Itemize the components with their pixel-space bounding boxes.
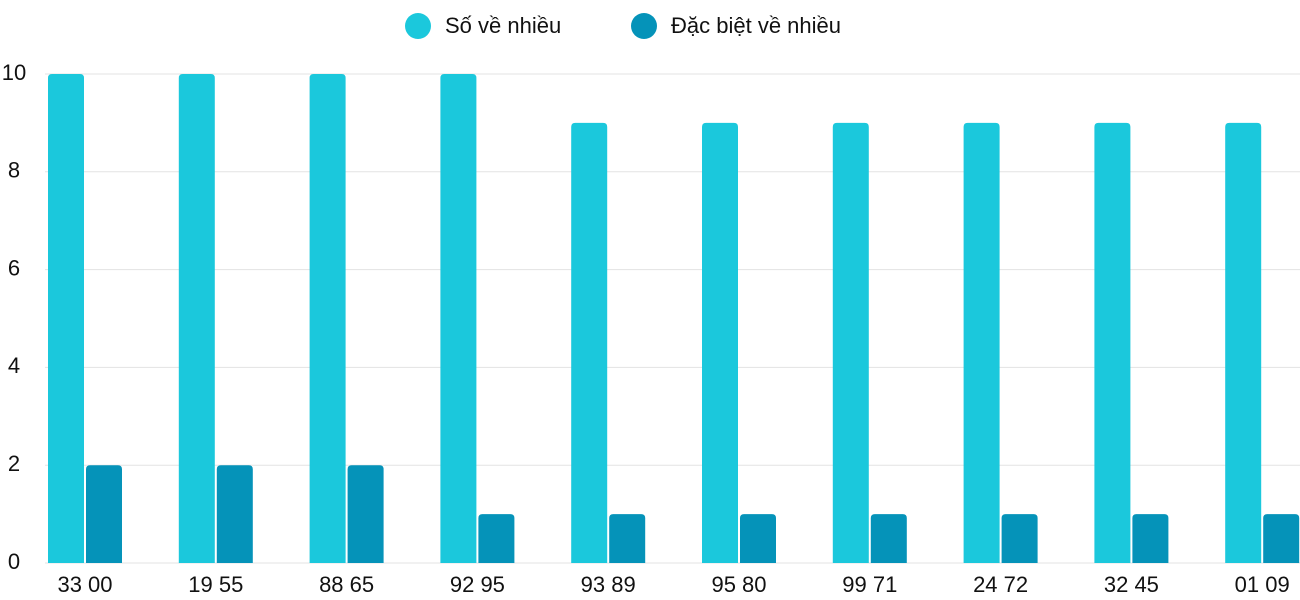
legend-label: Số về nhiều <box>445 13 561 38</box>
bar <box>571 122 608 564</box>
x-tick-label: 99 71 <box>842 572 897 597</box>
x-tick-label: 92 95 <box>450 572 505 597</box>
bar <box>178 74 215 563</box>
bar <box>832 122 869 564</box>
bar <box>1094 122 1131 564</box>
x-tick-label: 33 00 <box>57 572 112 597</box>
bar <box>48 74 84 563</box>
bar <box>609 514 646 563</box>
x-tick-label: 93 89 <box>581 572 636 597</box>
bar <box>702 122 738 564</box>
x-tick-label: 88 65 <box>319 572 374 597</box>
bar <box>440 74 477 563</box>
legend-swatch <box>631 13 657 39</box>
x-tick-label: 95 80 <box>711 572 766 597</box>
y-tick-label: 4 <box>8 353 20 378</box>
x-tick-label: 19 55 <box>188 572 243 597</box>
bar <box>478 514 515 563</box>
y-tick-label: 6 <box>8 255 20 280</box>
bar <box>1225 122 1262 564</box>
y-tick-label: 8 <box>8 158 20 183</box>
bar <box>963 122 1000 564</box>
legend-swatch <box>405 13 431 39</box>
y-tick-label: 0 <box>8 549 20 574</box>
y-tick-label: 2 <box>8 451 20 476</box>
x-tick-label: 01 09 <box>1235 572 1290 597</box>
bar <box>870 514 907 563</box>
y-tick-label: 10 <box>2 60 26 85</box>
bar <box>740 514 776 563</box>
bar <box>86 465 122 563</box>
x-tick-label: 32 45 <box>1104 572 1159 597</box>
bar <box>216 465 253 563</box>
bar <box>309 74 346 563</box>
bar <box>1263 514 1300 563</box>
bar <box>1132 514 1169 563</box>
bar <box>347 465 384 563</box>
legend-label: Đặc biệt về nhiều <box>671 13 841 38</box>
bar <box>1001 514 1038 563</box>
x-tick-label: 24 72 <box>973 572 1028 597</box>
